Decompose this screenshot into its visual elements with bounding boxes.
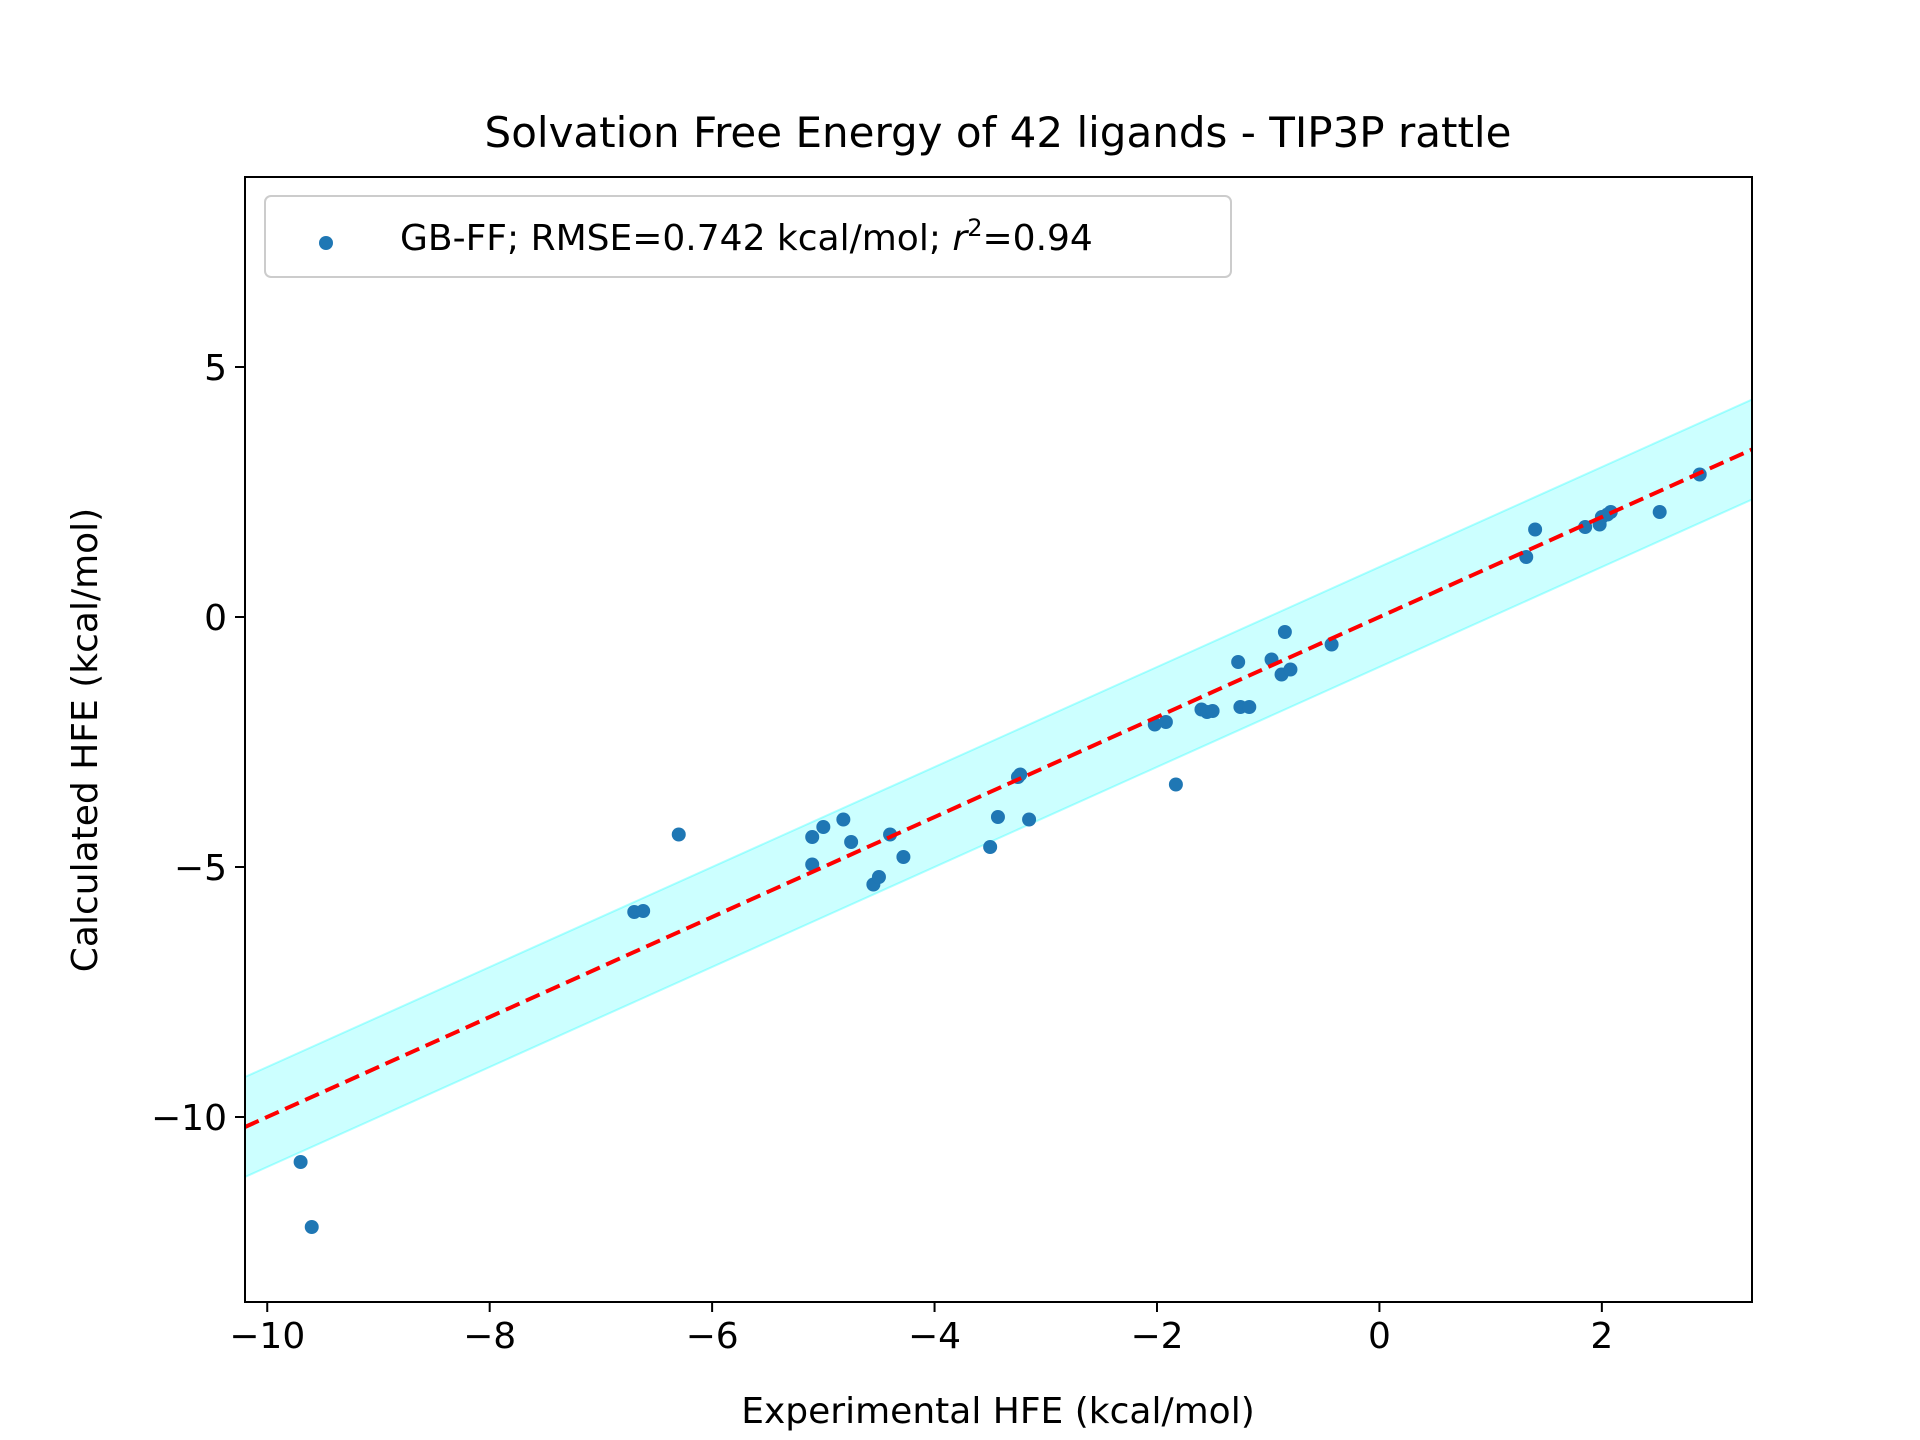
- data-point: [1277, 625, 1292, 639]
- x-tick-label: −6: [686, 1316, 739, 1357]
- data-point: [1231, 655, 1246, 669]
- x-tick-label: −4: [908, 1316, 961, 1357]
- legend-frame: [264, 195, 1232, 278]
- data-point: [671, 827, 686, 842]
- data-point: [883, 827, 898, 842]
- y-tick-label: −5: [174, 848, 227, 889]
- data-point: [304, 1220, 319, 1234]
- fit-line: [245, 447, 1752, 1129]
- y-tick-label: 5: [204, 348, 227, 389]
- legend: GB-FF; RMSE=0.742 kcal/mol; r2=0.94: [264, 195, 1232, 278]
- y-axis-label: Calculated HFE (kcal/mol): [65, 508, 106, 972]
- data-point: [1578, 520, 1593, 534]
- y-tick-label: 0: [204, 598, 227, 639]
- data-point: [896, 850, 911, 864]
- legend-label-suffix: =0.94: [983, 218, 1093, 259]
- legend-label-prefix: GB-FF; RMSE=0.742 kcal/mol;: [400, 218, 952, 259]
- data-point: [983, 840, 998, 854]
- data-point: [1528, 522, 1543, 537]
- x-tick-label: 2: [1590, 1316, 1613, 1357]
- legend-marker: [319, 236, 333, 250]
- data-point: [1242, 700, 1257, 714]
- data-point: [1022, 812, 1037, 827]
- data-point: [636, 904, 651, 918]
- data-point: [293, 1155, 308, 1169]
- x-tick-label: −8: [463, 1316, 516, 1357]
- data-point: [1168, 777, 1183, 792]
- x-tick-label: 0: [1368, 1316, 1391, 1357]
- data-point: [816, 820, 831, 834]
- band-upper-edge: [245, 398, 1752, 1078]
- band-lower-edge: [245, 498, 1752, 1178]
- data-point: [1158, 715, 1173, 729]
- x-tick-label: −10: [229, 1316, 305, 1357]
- data-point: [1205, 704, 1220, 718]
- legend-label-r: r: [952, 218, 969, 259]
- legend-label: GB-FF; RMSE=0.742 kcal/mol; r2=0.94: [400, 214, 1093, 259]
- data-point: [990, 810, 1005, 824]
- data-point: [805, 830, 820, 844]
- x-axis-ticks: −10 −8 −6 −4 −2 0 2: [229, 1302, 1613, 1357]
- data-point: [1652, 505, 1667, 519]
- data-point: [805, 857, 820, 872]
- data-point: [871, 870, 886, 884]
- fit-line-path: [245, 447, 1752, 1129]
- y-axis-ticks: −10 −5 0 5: [151, 348, 245, 1139]
- x-axis-label: Experimental HFE (kcal/mol): [741, 1391, 1255, 1432]
- x-tick-label: −2: [1130, 1316, 1183, 1357]
- plot-frame: [244, 176, 1753, 1303]
- data-point: [1283, 662, 1298, 677]
- chart-title: Solvation Free Energy of 42 ligands - TI…: [485, 108, 1512, 157]
- legend-label-superscript: 2: [967, 214, 982, 242]
- data-point: [1324, 637, 1339, 652]
- y-tick-label: −10: [151, 1098, 227, 1139]
- data-point: [836, 812, 851, 827]
- data-point: [844, 835, 859, 849]
